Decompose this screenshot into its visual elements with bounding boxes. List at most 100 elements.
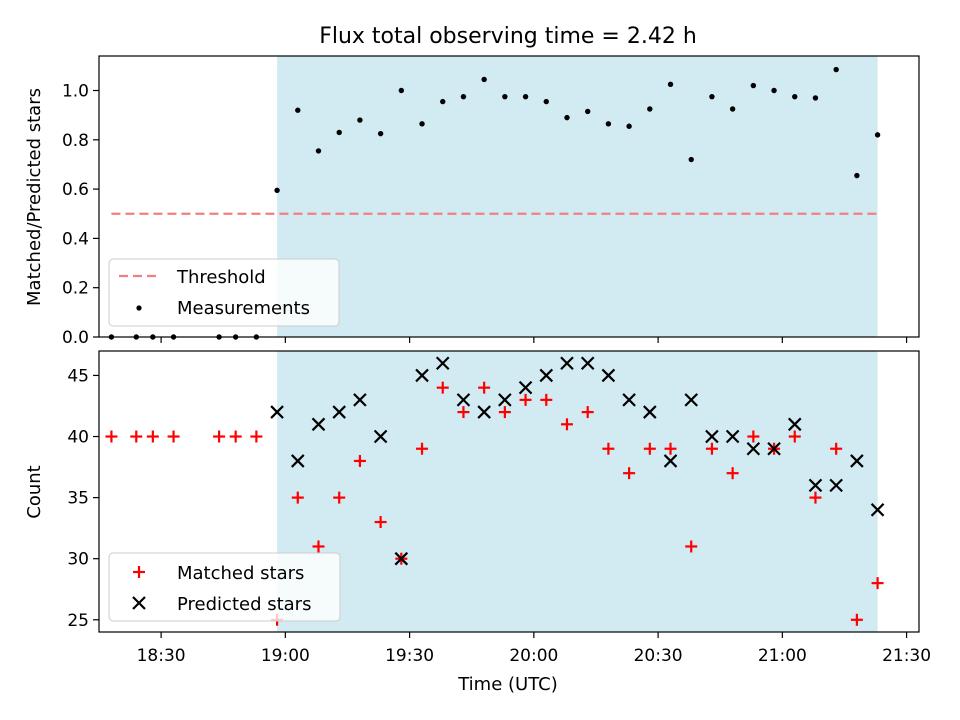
- predicted-star-point: [622, 393, 636, 407]
- bottom-panel: 25 30 35 40 45 18:30 19:00 19:30 20:00 20:30 21:0…: [24, 350, 931, 695]
- predicted-star-point: [353, 393, 367, 407]
- measurement-point: [729, 106, 736, 112]
- measurement-point: [419, 121, 425, 127]
- measurement-point: [792, 93, 798, 100]
- measurement-point: [709, 93, 715, 100]
- measurement-point: [502, 93, 508, 100]
- matched-star-point: [105, 430, 118, 443]
- matched-star-point: [519, 393, 532, 406]
- predicted-star-point: [560, 356, 574, 370]
- measurement-point: [626, 123, 632, 129]
- measurement-point: [647, 106, 653, 112]
- predicted-star-point: [767, 441, 781, 456]
- matched-star-point: [130, 430, 143, 443]
- matched-star-point: [540, 393, 553, 406]
- predicted-star-point: [870, 503, 885, 517]
- measurement-point: [771, 87, 777, 94]
- measurement-point: [357, 117, 363, 123]
- matched-star-point: [353, 454, 366, 467]
- top-plot-frame: [98, 55, 920, 338]
- matched-star-point: [333, 491, 346, 504]
- matched-star-point: [664, 442, 677, 455]
- top-y-tick-label: 1.0: [62, 82, 89, 102]
- measurement-point: [584, 108, 591, 115]
- matched-star-point: [685, 540, 698, 553]
- predicted-star-point: [539, 368, 554, 383]
- legend-matched-label: Matched stars: [177, 563, 304, 584]
- measurement-point: [564, 114, 570, 121]
- top-y-tick-label: 0.2: [62, 279, 89, 299]
- matched-star-point: [498, 406, 511, 419]
- legend-predicted-swatch: [132, 596, 146, 610]
- legend-matched-swatch: [133, 566, 145, 578]
- matched-star-point: [623, 467, 636, 480]
- predicted-star-point: [808, 478, 823, 493]
- predicted-star-point: [415, 368, 429, 383]
- matched-star-point: [809, 491, 822, 504]
- measurement-point: [605, 121, 612, 127]
- observing-window-shade-top: [277, 56, 878, 337]
- predicted-star-point: [601, 368, 616, 383]
- matched-stars-points: [105, 381, 884, 626]
- predicted-star-point: [850, 454, 864, 468]
- predicted-star-point: [373, 429, 388, 444]
- matched-star-point: [850, 613, 863, 626]
- matched-star-point: [478, 381, 491, 394]
- legend-threshold-label: Threshold: [176, 267, 266, 288]
- top-panel: 0.0 0.2 0.4 0.6 0.8 1.0 Matched/Predicted sta…: [24, 55, 920, 348]
- measurement-point: [377, 130, 384, 137]
- predicted-star-point: [580, 356, 595, 370]
- matched-star-point: [416, 442, 429, 455]
- measurement-point: [336, 129, 342, 136]
- bottom-x-ticks: 18:30 19:00 19:30 20:00 20:30 21:00 21:30: [137, 632, 931, 666]
- bottom-y-tick-label: 25: [67, 611, 89, 631]
- x-tick-label: 19:00: [261, 646, 310, 666]
- predicted-star-point: [291, 454, 305, 468]
- predicted-star-point: [643, 405, 657, 419]
- measurement-point: [295, 107, 301, 113]
- predicted-star-point: [705, 429, 719, 444]
- bottom-y-axis-label: Count: [24, 465, 45, 518]
- matched-star-point: [167, 430, 180, 443]
- measurement-point: [750, 82, 757, 89]
- measurement-point: [667, 81, 674, 88]
- matched-star-point: [705, 442, 718, 455]
- bottom-y-ticks: 25 30 35 40 45: [67, 366, 99, 631]
- measurement-point: [398, 87, 405, 94]
- matched-star-point: [436, 381, 449, 394]
- predicted-star-point: [498, 393, 512, 407]
- predicted-star-point: [746, 441, 761, 456]
- measurement-point: [274, 187, 280, 194]
- top-y-tick-label: 0.8: [62, 131, 89, 151]
- predicted-star-point: [725, 429, 740, 444]
- matched-star-point: [146, 430, 159, 443]
- predicted-stars-points: [270, 356, 885, 566]
- matched-star-point: [871, 577, 884, 590]
- predicted-star-point: [477, 405, 491, 419]
- x-tick-label: 18:30: [137, 646, 186, 666]
- top-legend-box: [108, 258, 340, 327]
- legend-measurement-swatch: [136, 305, 142, 311]
- top-y-tick-label: 0.4: [62, 229, 89, 249]
- measurement-point: [315, 148, 322, 154]
- x-tick-label: 21:00: [758, 646, 807, 666]
- bottom-plot-frame: [98, 350, 920, 633]
- matched-star-point: [726, 467, 739, 480]
- top-y-ticks: 0.0 0.2 0.4 0.6 0.8 1.0: [62, 82, 99, 348]
- predicted-star-point: [311, 417, 326, 432]
- top-legend: Threshold Measurements: [108, 258, 340, 327]
- matched-star-point: [747, 430, 760, 443]
- matched-star-point: [581, 406, 594, 419]
- measurement-point: [812, 95, 819, 101]
- top-y-axis-label: Matched/Predicted stars: [24, 88, 45, 306]
- predicted-star-point: [332, 405, 346, 419]
- predicted-star-point: [456, 393, 471, 407]
- matched-star-point: [560, 418, 573, 431]
- predicted-star-point: [518, 380, 533, 395]
- matched-star-point: [229, 430, 242, 443]
- predicted-star-point: [787, 417, 802, 432]
- measurement-point: [854, 172, 860, 179]
- measurement-point: [460, 93, 467, 100]
- measurement-point: [543, 98, 549, 105]
